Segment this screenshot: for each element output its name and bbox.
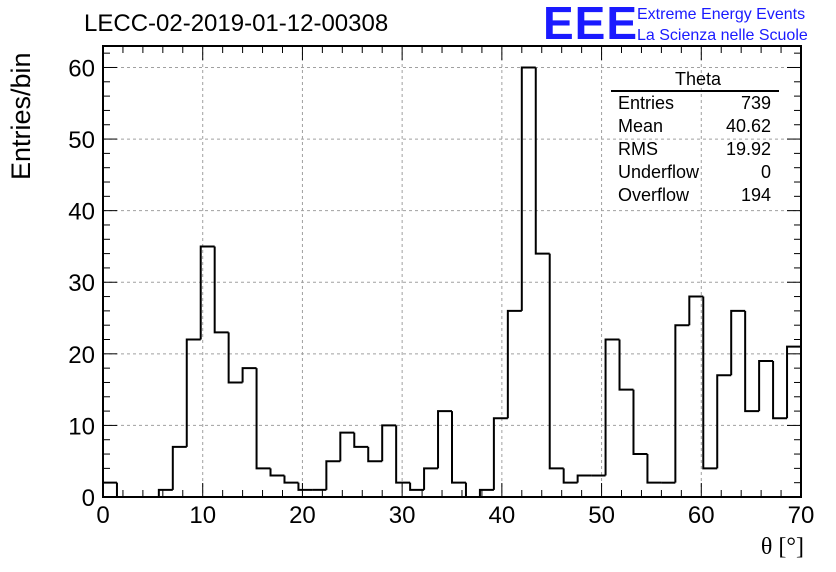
histogram-bin <box>255 368 271 470</box>
histogram-bin <box>339 431 355 462</box>
histogram-bin <box>213 246 229 334</box>
x-tick-label: 10 <box>189 502 216 529</box>
stats-value: 19.92 <box>725 139 771 159</box>
y-tick-label: 10 <box>68 413 95 440</box>
histogram-bin <box>409 482 425 491</box>
stats-row-mean: Mean 40.62 <box>611 115 779 138</box>
stats-label: Underflow <box>618 162 700 182</box>
histogram-bin <box>437 410 452 469</box>
x-tick-label: 60 <box>688 502 715 529</box>
histogram-bin <box>744 310 760 413</box>
stats-title: Theta <box>611 68 779 92</box>
histogram-bin <box>646 454 662 484</box>
x-axis-label: θ [°] <box>760 534 804 560</box>
histogram-bin <box>618 339 634 391</box>
stats-row-overflow: Overflow 194 <box>611 184 779 207</box>
histogram-bin <box>562 468 578 484</box>
histogram-bin <box>548 253 564 470</box>
histogram-bin <box>730 309 746 376</box>
histogram-bin <box>381 424 397 462</box>
y-tick-label: 0 <box>82 485 95 512</box>
histogram-bin <box>283 475 299 484</box>
histogram-bin <box>716 374 732 469</box>
stats-row-underflow: Underflow 0 <box>611 161 779 184</box>
y-axis-label: Entries/bin <box>6 52 36 180</box>
stats-row-entries: Entries 739 <box>611 92 779 115</box>
chart-title: LECC-02-2019-01-12-00308 <box>84 10 389 37</box>
histogram-bin <box>772 360 788 420</box>
histogram-bin <box>269 468 285 477</box>
histogram-bin <box>102 481 117 497</box>
histogram-bin <box>478 488 494 497</box>
stats-value: 194 <box>740 185 771 205</box>
stats-label: Entries <box>618 93 675 113</box>
y-tick-label: 60 <box>68 55 95 82</box>
histogram-bin <box>492 417 508 490</box>
stats-value: 40.62 <box>725 116 771 136</box>
histogram-bin <box>576 474 592 483</box>
stats-value: 739 <box>740 93 771 113</box>
histogram-bin <box>451 411 466 484</box>
histogram-bin <box>395 425 411 484</box>
histogram-bin <box>632 389 648 456</box>
histogram-bin <box>688 295 704 326</box>
histogram-bin <box>353 432 369 448</box>
x-tick-label: 0 <box>96 502 109 529</box>
x-tick-label: 20 <box>289 502 316 529</box>
x-tick-label: 40 <box>489 502 516 529</box>
histogram-bin <box>171 445 187 490</box>
logo-line-1: Extreme Energy Events <box>637 6 806 23</box>
x-tick-label: 50 <box>588 502 615 529</box>
x-tick-label: 30 <box>389 502 416 529</box>
histogram-bin <box>423 467 439 490</box>
y-tick-label: 40 <box>68 199 95 226</box>
histogram-bin <box>115 482 131 498</box>
histogram-bin <box>157 488 173 497</box>
stats-label: RMS <box>618 139 658 159</box>
plot-frame <box>102 45 802 498</box>
histogram-bin <box>241 367 257 383</box>
stats-box: Theta Entries 739 Mean 40.62 RMS 19.92 U… <box>611 68 779 207</box>
histogram-bin <box>534 67 550 255</box>
stats-label: Overflow <box>618 185 690 205</box>
histogram-bin <box>199 245 215 340</box>
x-tick-label: 70 <box>788 502 815 529</box>
histogram-bin <box>786 345 801 419</box>
histogram-bin <box>367 446 383 463</box>
histogram-bin <box>185 338 201 447</box>
histogram-bin <box>325 460 341 490</box>
histogram-bin <box>604 338 620 476</box>
logo-line-2: La Scienza nelle Scuole <box>637 27 808 44</box>
y-tick-label: 30 <box>68 270 95 297</box>
histogram-bin <box>520 66 536 311</box>
histogram-bin <box>702 296 718 470</box>
y-tick-label: 50 <box>68 127 95 154</box>
stats-label: Mean <box>618 116 664 136</box>
stats-value: 0 <box>760 162 771 182</box>
eee-logo: EEE <box>543 0 639 49</box>
histogram-bin <box>464 482 480 498</box>
stats-row-rms: RMS 19.92 <box>611 138 779 161</box>
histogram-bin <box>227 332 243 384</box>
histogram-bin <box>758 359 774 412</box>
histogram-bin <box>297 482 313 491</box>
histogram-bin <box>674 324 690 483</box>
histogram-bin <box>506 309 522 419</box>
logo-text: Extreme Energy Events La Scienza nelle S… <box>637 4 808 46</box>
y-tick-label: 20 <box>68 342 95 369</box>
